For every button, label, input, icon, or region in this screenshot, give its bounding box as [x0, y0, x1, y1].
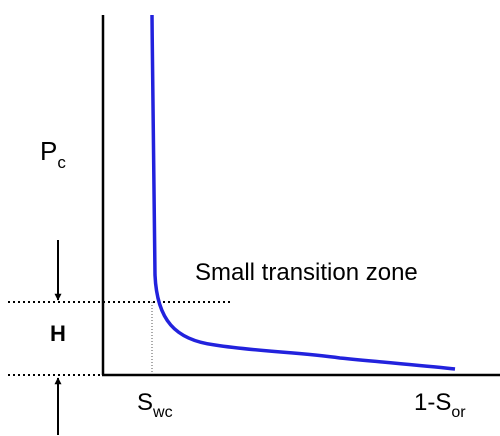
- text-part: 1-S: [414, 389, 451, 416]
- annotation: Small transition zone: [195, 259, 418, 286]
- x-label: Swc: [137, 389, 173, 421]
- text-part: c: [57, 153, 66, 172]
- text-part: wc: [152, 404, 173, 421]
- curve: [150, 14, 456, 371]
- x-label: 1-Sor: [414, 389, 466, 421]
- text-part: or: [451, 404, 466, 421]
- height-label: H: [50, 321, 66, 346]
- text-part: S: [137, 389, 153, 416]
- y-axis-label: Pc: [40, 136, 66, 172]
- text-part: P: [40, 136, 57, 166]
